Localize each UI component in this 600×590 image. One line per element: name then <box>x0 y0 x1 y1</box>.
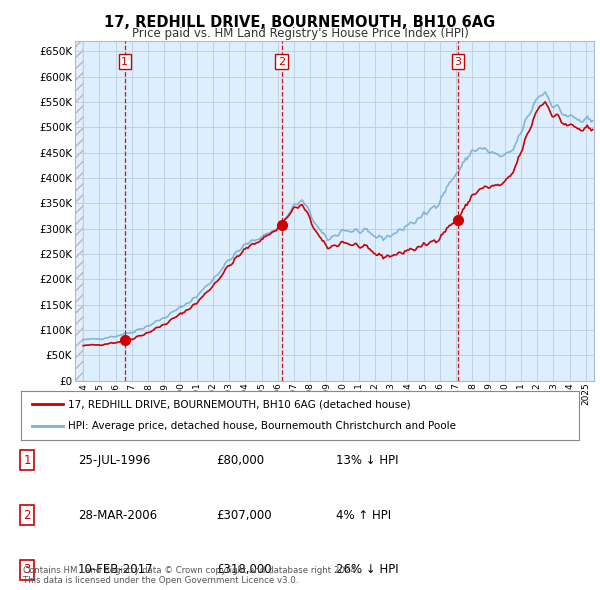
Text: HPI: Average price, detached house, Bournemouth Christchurch and Poole: HPI: Average price, detached house, Bour… <box>68 421 457 431</box>
Text: 1: 1 <box>23 454 31 467</box>
Text: 26% ↓ HPI: 26% ↓ HPI <box>336 563 398 576</box>
Text: Price paid vs. HM Land Registry's House Price Index (HPI): Price paid vs. HM Land Registry's House … <box>131 27 469 40</box>
Text: 17, REDHILL DRIVE, BOURNEMOUTH, BH10 6AG (detached house): 17, REDHILL DRIVE, BOURNEMOUTH, BH10 6AG… <box>68 399 411 409</box>
Text: Contains HM Land Registry data © Crown copyright and database right 2024.
This d: Contains HM Land Registry data © Crown c… <box>23 566 358 585</box>
Text: £80,000: £80,000 <box>216 454 264 467</box>
Text: £307,000: £307,000 <box>216 509 272 522</box>
Text: 10-FEB-2017: 10-FEB-2017 <box>78 563 154 576</box>
Bar <box>75 41 83 381</box>
Text: 3: 3 <box>454 57 461 67</box>
Text: 2: 2 <box>23 509 31 522</box>
Text: 2: 2 <box>278 57 285 67</box>
Text: 28-MAR-2006: 28-MAR-2006 <box>78 509 157 522</box>
Text: £318,000: £318,000 <box>216 563 272 576</box>
Text: 4% ↑ HPI: 4% ↑ HPI <box>336 509 391 522</box>
Text: 13% ↓ HPI: 13% ↓ HPI <box>336 454 398 467</box>
Text: 3: 3 <box>23 563 31 576</box>
Text: 17, REDHILL DRIVE, BOURNEMOUTH, BH10 6AG: 17, REDHILL DRIVE, BOURNEMOUTH, BH10 6AG <box>104 15 496 30</box>
Text: 1: 1 <box>121 57 128 67</box>
Text: 25-JUL-1996: 25-JUL-1996 <box>78 454 151 467</box>
